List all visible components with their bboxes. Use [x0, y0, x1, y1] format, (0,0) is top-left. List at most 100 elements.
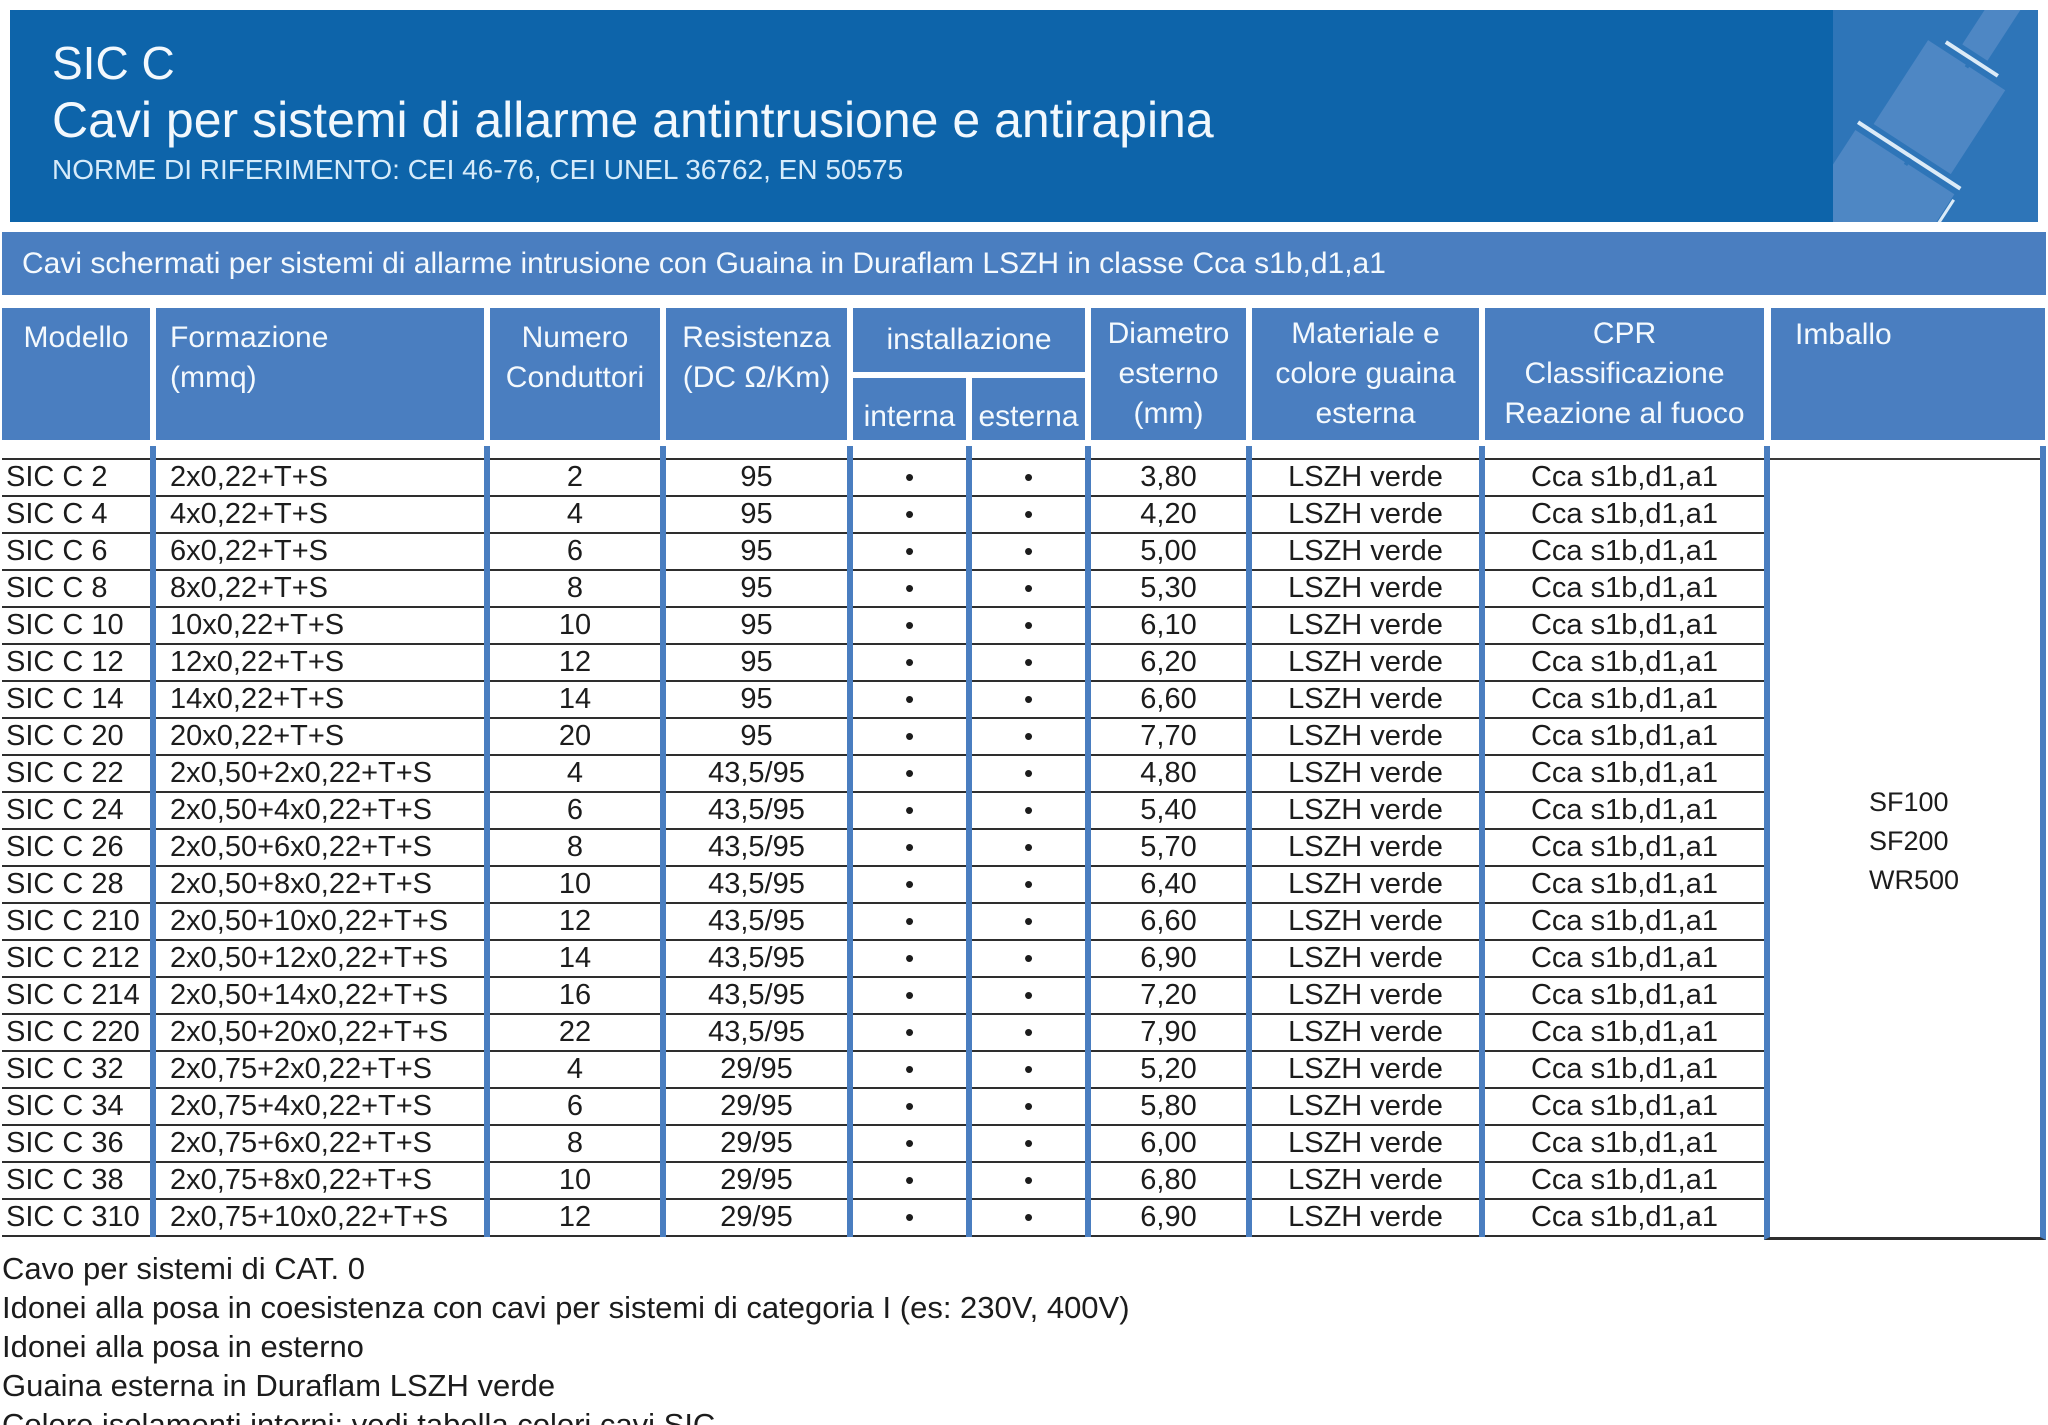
column-separator — [1085, 1163, 1091, 1200]
cell-resistance: 43,5/95 — [666, 1015, 847, 1052]
cell-conductors: 12 — [490, 1200, 660, 1237]
cell-installation-esterna-dot: • — [972, 1052, 1085, 1089]
cell-model: SIC C 20 — [2, 719, 150, 756]
cell-diameter: 6,20 — [1091, 645, 1246, 682]
column-separator — [1085, 978, 1091, 1015]
cell-cpr: Cca s1b,d1,a1 — [1485, 571, 1764, 608]
cell-conductors: 12 — [490, 645, 660, 682]
column-separator — [966, 978, 972, 1015]
cell-model: SIC C 12 — [2, 645, 150, 682]
table-row: SIC C 220 2x0,50+20x0,22+T+S 22 43,5/95 … — [2, 1015, 1764, 1052]
column-separator — [484, 645, 490, 682]
cell-formation: 2x0,50+12x0,22+T+S — [156, 941, 484, 978]
column-separator — [150, 1200, 156, 1237]
cell-formation: 2x0,75+4x0,22+T+S — [156, 1089, 484, 1126]
cell-formation: 2x0,50+2x0,22+T+S — [156, 756, 484, 793]
column-separator — [1479, 978, 1485, 1015]
column-separator — [150, 1052, 156, 1089]
cell-installation-interna-dot: • — [853, 978, 966, 1015]
column-separator — [1085, 534, 1091, 571]
cell-model: SIC C 310 — [2, 1200, 150, 1237]
cell-cpr: Cca s1b,d1,a1 — [1485, 645, 1764, 682]
column-separator — [484, 1126, 490, 1163]
column-separator — [150, 756, 156, 793]
cell-formation: 12x0,22+T+S — [156, 645, 484, 682]
column-separator — [150, 1089, 156, 1126]
column-separator — [660, 978, 666, 1015]
cell-installation-esterna-dot: • — [972, 1126, 1085, 1163]
table-row: SIC C 4 4x0,22+T+S 4 95 • • 4,20 LSZH ve… — [2, 497, 1764, 534]
column-separator — [1085, 682, 1091, 719]
cell-material: LSZH verde — [1252, 608, 1479, 645]
table-row: SIC C 32 2x0,75+2x0,22+T+S 4 29/95 • • 5… — [2, 1052, 1764, 1089]
column-separator — [1246, 1015, 1252, 1052]
table-row: SIC C 36 2x0,75+6x0,22+T+S 8 29/95 • • 6… — [2, 1126, 1764, 1163]
cell-installation-interna-dot: • — [853, 1015, 966, 1052]
column-separator — [660, 793, 666, 830]
cell-conductors: 6 — [490, 793, 660, 830]
table-row: SIC C 212 2x0,50+12x0,22+T+S 14 43,5/95 … — [2, 941, 1764, 978]
cell-conductors: 10 — [490, 608, 660, 645]
column-separator — [660, 1163, 666, 1200]
table-row: SIC C 214 2x0,50+14x0,22+T+S 16 43,5/95 … — [2, 978, 1764, 1015]
col-header-installazione: installazione — [853, 308, 1085, 372]
column-separator — [484, 1052, 490, 1089]
subtitle-bar: Cavi schermati per sistemi di allarme in… — [2, 232, 2046, 295]
cell-model: SIC C 10 — [2, 608, 150, 645]
column-separator — [1479, 756, 1485, 793]
column-separator — [847, 941, 853, 978]
cell-model: SIC C 2 — [2, 460, 150, 497]
cell-cpr: Cca s1b,d1,a1 — [1485, 756, 1764, 793]
column-separator — [847, 1089, 853, 1126]
cell-resistance: 95 — [666, 497, 847, 534]
note-line: Cavo per sistemi di CAT. 0 — [2, 1251, 365, 1286]
cell-installation-esterna-dot: • — [972, 867, 1085, 904]
cell-cpr: Cca s1b,d1,a1 — [1485, 978, 1764, 1015]
cell-model: SIC C 4 — [2, 497, 150, 534]
table-body: SIC C 2 2x0,22+T+S 2 95 • • 3,80 LSZH ve… — [2, 446, 2046, 1240]
column-separator — [1085, 608, 1091, 645]
column-separator — [484, 793, 490, 830]
cell-cpr: Cca s1b,d1,a1 — [1485, 1126, 1764, 1163]
cell-resistance: 95 — [666, 645, 847, 682]
cell-diameter: 6,40 — [1091, 867, 1246, 904]
cell-conductors: 8 — [490, 1126, 660, 1163]
cell-cpr: Cca s1b,d1,a1 — [1485, 1163, 1764, 1200]
cell-cpr: Cca s1b,d1,a1 — [1485, 682, 1764, 719]
column-separator — [1246, 460, 1252, 497]
cell-material: LSZH verde — [1252, 1163, 1479, 1200]
column-separator — [1085, 941, 1091, 978]
imballo-cell: SF100 SF200 WR500 — [1764, 446, 2046, 1240]
cell-model: SIC C 210 — [2, 904, 150, 941]
col-header-installazione-group: installazione interna esterna — [853, 308, 1085, 440]
column-separator — [660, 756, 666, 793]
column-separator — [150, 830, 156, 867]
cell-conductors: 14 — [490, 941, 660, 978]
cell-diameter: 6,90 — [1091, 1200, 1246, 1237]
cell-cpr: Cca s1b,d1,a1 — [1485, 534, 1764, 571]
column-separator — [1479, 682, 1485, 719]
column-separator — [847, 497, 853, 534]
cell-installation-esterna-dot: • — [972, 941, 1085, 978]
column-separator — [484, 719, 490, 756]
cell-installation-interna-dot: • — [853, 756, 966, 793]
cell-conductors: 8 — [490, 830, 660, 867]
column-separator — [150, 1015, 156, 1052]
cell-material: LSZH verde — [1252, 1089, 1479, 1126]
column-separator — [660, 497, 666, 534]
column-separator — [1085, 1126, 1091, 1163]
cell-resistance: 29/95 — [666, 1089, 847, 1126]
column-separator — [1479, 1089, 1485, 1126]
column-separator — [1479, 1200, 1485, 1237]
column-separator — [660, 1015, 666, 1052]
cell-conductors: 6 — [490, 1089, 660, 1126]
column-separator — [1085, 793, 1091, 830]
cell-installation-interna-dot: • — [853, 682, 966, 719]
cell-material: LSZH verde — [1252, 460, 1479, 497]
cell-conductors: 6 — [490, 534, 660, 571]
cell-model: SIC C 28 — [2, 867, 150, 904]
cell-material: LSZH verde — [1252, 645, 1479, 682]
cell-material: LSZH verde — [1252, 978, 1479, 1015]
table-row: SIC C 28 2x0,50+8x0,22+T+S 10 43,5/95 • … — [2, 867, 1764, 904]
cell-resistance: 95 — [666, 608, 847, 645]
